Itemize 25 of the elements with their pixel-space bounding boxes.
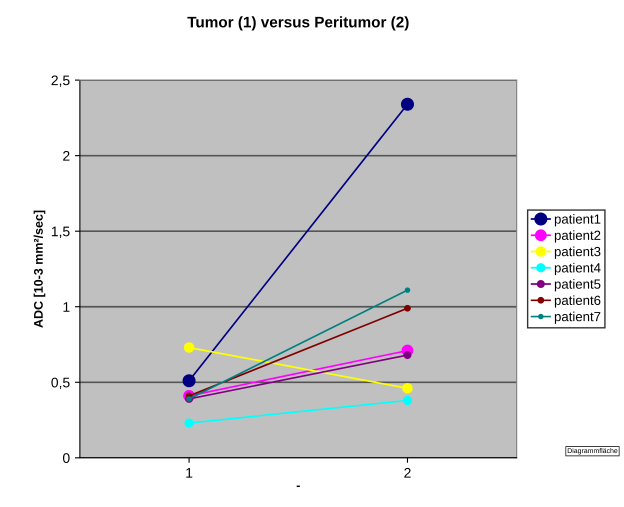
point [184, 342, 194, 353]
point [400, 98, 414, 111]
x-axis-title: - [296, 486, 300, 488]
chart-title: Tumor (1) versus Peritumor (2) [187, 16, 409, 30]
point [184, 418, 194, 428]
point [404, 287, 410, 293]
legend-label: patient7 [554, 312, 600, 324]
y-tick-label: 2 [63, 150, 70, 161]
legend-label: patient5 [554, 279, 600, 292]
y-tick-label: 1 [63, 302, 70, 312]
legend-label: patient1 [554, 214, 600, 226]
point [404, 304, 411, 312]
legend-label: patient4 [554, 262, 601, 276]
y-tick-label: 0 [62, 453, 70, 463]
y-tick-label: 2,5 [52, 75, 70, 87]
point [403, 351, 412, 360]
legend-label: patient2 [554, 230, 600, 243]
y-tick-label: 1,5 [52, 226, 70, 238]
point [182, 374, 196, 388]
point [402, 396, 412, 406]
point [402, 383, 413, 394]
y-axis-title: ADC [10-3 mm²/sec] [34, 210, 46, 328]
legend-label: patient3 [554, 246, 600, 259]
y-tick-label: 0,5 [51, 378, 70, 390]
legend-label: patient6 [554, 295, 600, 308]
